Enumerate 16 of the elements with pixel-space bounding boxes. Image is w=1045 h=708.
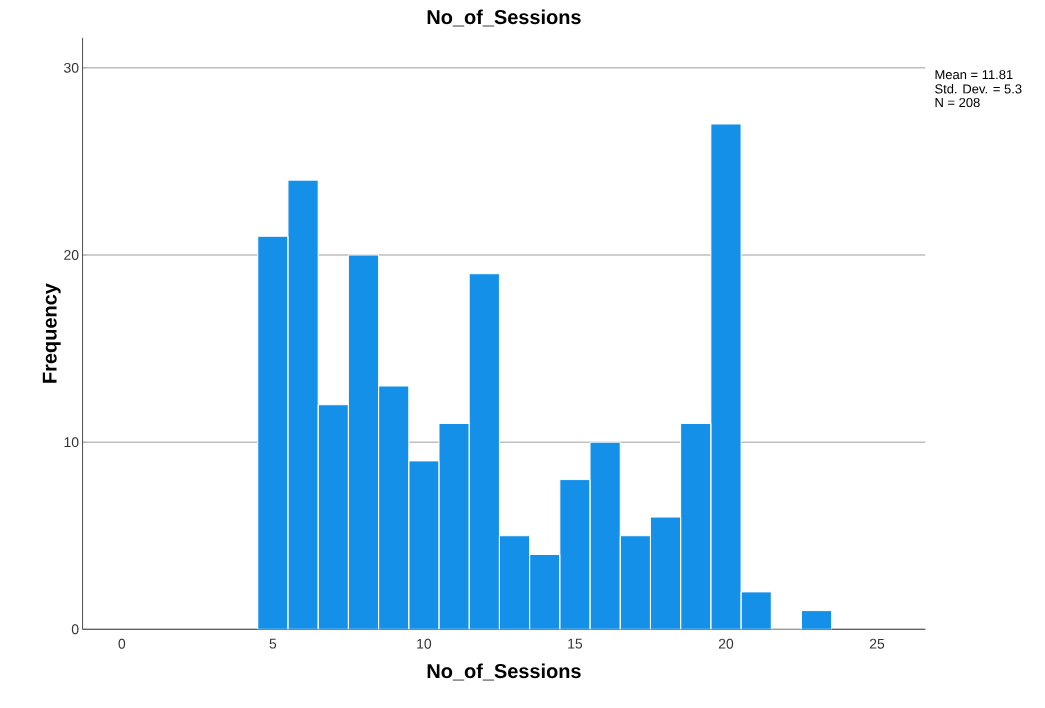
x-tick-label: 10 xyxy=(417,638,432,649)
x-axis-title: No_of_Sessions xyxy=(427,663,581,681)
text: Std. Dev. = 5.3 xyxy=(935,83,1022,94)
text: N = 208 xyxy=(935,97,980,108)
x-tick-label: 25 xyxy=(869,638,885,649)
text: Mean = 11.81 xyxy=(935,69,1013,80)
y-axis-title: Frequency xyxy=(42,283,61,383)
chart-title: No_of_Sessions xyxy=(427,9,581,27)
x-tick-label: 0 xyxy=(118,638,126,649)
x-tick-label: 5 xyxy=(269,638,277,649)
y-tick-label: 10 xyxy=(64,437,79,448)
x-tick-label: 20 xyxy=(718,638,734,649)
y-tick-label: 20 xyxy=(64,250,79,260)
y-tick-label: 0 xyxy=(71,624,79,635)
x-tick-label: 15 xyxy=(568,638,583,649)
y-tick-label: 30 xyxy=(64,62,79,73)
